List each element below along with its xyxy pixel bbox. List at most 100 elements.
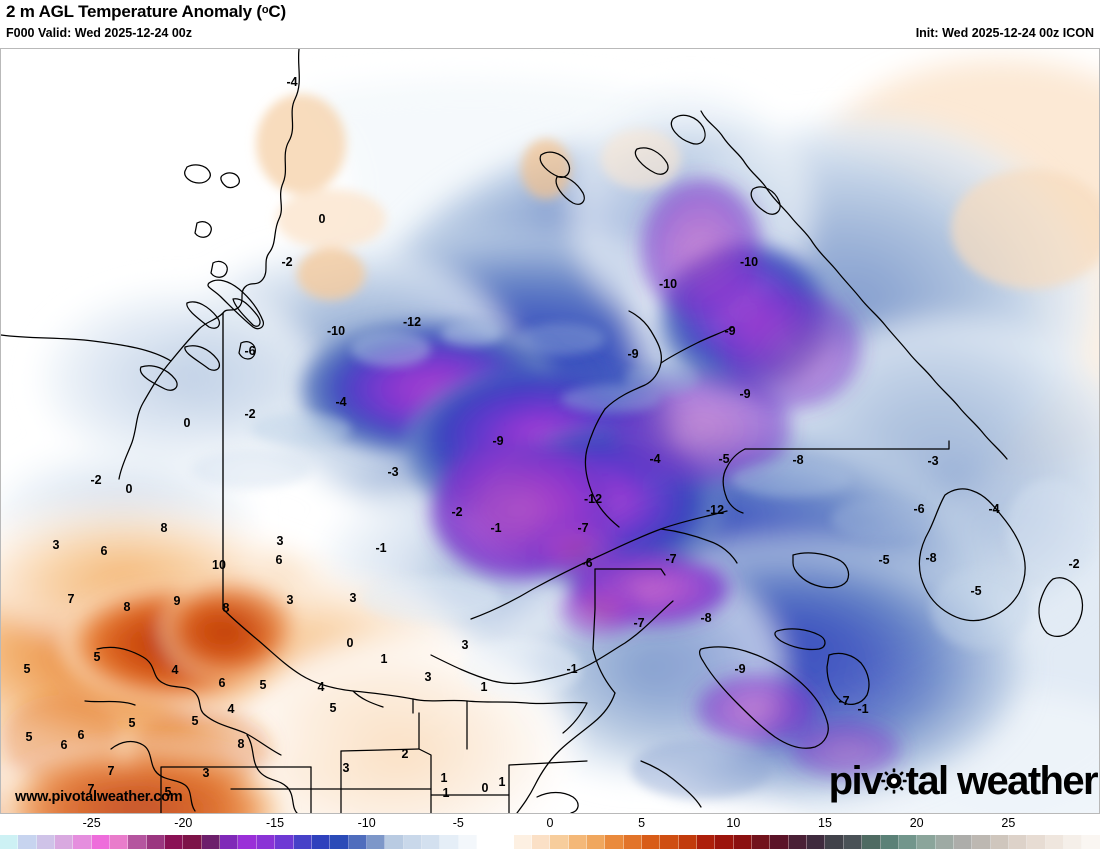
colorbar-swatch[interactable] xyxy=(568,835,587,849)
colorbar-swatch[interactable] xyxy=(458,835,477,849)
anomaly-field-warm-minor xyxy=(256,94,1099,300)
contour-label: -12 xyxy=(403,315,421,329)
contour-label: -9 xyxy=(739,387,750,401)
contour-label: -3 xyxy=(927,454,938,468)
colorbar-swatch[interactable] xyxy=(825,835,844,849)
contour-label: 10 xyxy=(212,558,226,572)
logo-text-prefix: piv xyxy=(828,759,884,803)
colorbar-swatch[interactable] xyxy=(110,835,129,849)
colorbar-swatch[interactable] xyxy=(330,835,349,849)
colorbar[interactable]: -25 -20 -15 -10 -5 0 5 10 15 20 25 xyxy=(0,816,1100,850)
colorbar-swatch[interactable] xyxy=(18,835,37,849)
colorbar-swatch[interactable] xyxy=(550,835,569,849)
colorbar-swatch[interactable] xyxy=(421,835,441,849)
colorbar-swatch[interactable] xyxy=(770,835,789,849)
map-canvas[interactable]: -4 0 -2 -6 -2 0 -10 -12 -4 -9 -3 -2 -1 -1 -10 -10 -9 -9 -9… xyxy=(0,48,1100,814)
colorbar-swatch[interactable] xyxy=(605,835,624,849)
contour-label: 3 xyxy=(287,593,294,607)
contour-label: 0 xyxy=(126,482,133,496)
colorbar-swatch[interactable] xyxy=(623,835,643,849)
colorbar-swatch[interactable] xyxy=(146,835,166,849)
colorbar-swatch[interactable] xyxy=(531,835,551,849)
colorbar-tick: 20 xyxy=(909,816,924,830)
colorbar-swatch[interactable] xyxy=(513,835,532,849)
colorbar-swatch[interactable] xyxy=(715,835,734,849)
colorbar-swatch[interactable] xyxy=(935,835,954,849)
colorbar-swatch[interactable] xyxy=(348,835,367,849)
colorbar-swatch[interactable] xyxy=(1027,835,1046,849)
colorbar-swatch[interactable] xyxy=(807,835,826,849)
colorbar-swatch[interactable] xyxy=(0,835,19,849)
colorbar-tick: -20 xyxy=(174,816,193,830)
contour-label: -7 xyxy=(577,521,588,535)
contour-label: -2 xyxy=(281,255,292,269)
colorbar-swatches[interactable] xyxy=(0,835,1100,849)
colorbar-tick: -5 xyxy=(452,816,464,830)
colorbar-swatch[interactable] xyxy=(990,835,1009,849)
contour-label: -10 xyxy=(327,324,345,338)
colorbar-swatch[interactable] xyxy=(311,835,331,849)
contour-label: -2 xyxy=(1068,557,1079,571)
contour-label: 6 xyxy=(61,738,68,752)
colorbar-swatch[interactable] xyxy=(220,835,239,849)
colorbar-swatch[interactable] xyxy=(366,835,386,849)
contour-label: 1 xyxy=(443,786,450,800)
colorbar-swatch[interactable] xyxy=(788,835,808,849)
colorbar-swatch[interactable] xyxy=(1082,835,1100,849)
colorbar-swatch[interactable] xyxy=(495,835,514,849)
colorbar-swatch[interactable] xyxy=(238,835,257,849)
contour-label: -4 xyxy=(286,75,297,89)
colorbar-swatch[interactable] xyxy=(293,835,312,849)
colorbar-swatch[interactable] xyxy=(165,835,184,849)
colorbar-swatch[interactable] xyxy=(660,835,679,849)
contour-label: -5 xyxy=(718,452,729,466)
colorbar-swatch[interactable] xyxy=(256,835,276,849)
colorbar-swatch[interactable] xyxy=(183,835,202,849)
colorbar-swatch[interactable] xyxy=(36,835,56,849)
colorbar-swatch[interactable] xyxy=(917,835,936,849)
colorbar-swatch[interactable] xyxy=(862,835,881,849)
colorbar-swatch[interactable] xyxy=(898,835,918,849)
contour-label: -1 xyxy=(566,662,577,676)
contour-label: -10 xyxy=(659,277,677,291)
contour-label: 4 xyxy=(318,680,325,694)
colorbar-swatch[interactable] xyxy=(476,835,496,849)
contour-label: -4 xyxy=(988,502,999,516)
colorbar-swatch[interactable] xyxy=(733,835,753,849)
colorbar-swatch[interactable] xyxy=(73,835,92,849)
contour-label: 3 xyxy=(277,534,284,548)
colorbar-swatch[interactable] xyxy=(953,835,973,849)
colorbar-swatch[interactable] xyxy=(642,835,661,849)
colorbar-swatch[interactable] xyxy=(587,835,606,849)
colorbar-swatch[interactable] xyxy=(275,835,294,849)
colorbar-swatch[interactable] xyxy=(697,835,716,849)
contour-label: 6 xyxy=(219,676,226,690)
colorbar-swatch[interactable] xyxy=(385,835,404,849)
contour-label: -3 xyxy=(387,465,398,479)
colorbar-swatch[interactable] xyxy=(1045,835,1064,849)
colorbar-swatch[interactable] xyxy=(403,835,422,849)
contour-label: -8 xyxy=(925,551,936,565)
contour-label: -2 xyxy=(90,473,101,487)
colorbar-swatch[interactable] xyxy=(201,835,221,849)
contour-label: -1 xyxy=(857,702,868,716)
colorbar-swatch[interactable] xyxy=(880,835,899,849)
contour-label: -4 xyxy=(335,395,346,409)
colorbar-swatch[interactable] xyxy=(91,835,111,849)
colorbar-swatch[interactable] xyxy=(752,835,771,849)
colorbar-swatch[interactable] xyxy=(1008,835,1028,849)
contour-label: 7 xyxy=(68,592,75,606)
contour-label: 1 xyxy=(441,771,448,785)
colorbar-swatch[interactable] xyxy=(678,835,698,849)
colorbar-swatch[interactable] xyxy=(55,835,74,849)
contour-label: 7 xyxy=(108,764,115,778)
colorbar-swatch[interactable] xyxy=(843,835,863,849)
contour-label: 8 xyxy=(238,737,245,751)
contour-label: 0 xyxy=(319,212,326,226)
colorbar-swatch[interactable] xyxy=(440,835,459,849)
contour-label: 1 xyxy=(381,652,388,666)
colorbar-swatch[interactable] xyxy=(128,835,147,849)
colorbar-swatch[interactable] xyxy=(1063,835,1083,849)
colorbar-swatch[interactable] xyxy=(972,835,991,849)
header: 2 m AGL Temperature Anomaly (oC) F000 Va… xyxy=(0,0,1100,48)
